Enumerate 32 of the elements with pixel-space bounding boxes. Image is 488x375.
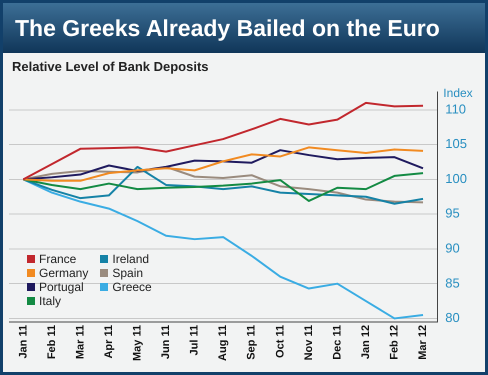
x-tick-label: Apr 11 — [102, 324, 115, 359]
x-tick-label: Aug 11 — [217, 324, 230, 361]
y-tick-label: 80 — [445, 310, 460, 326]
x-tick-label: Nov 11 — [302, 324, 315, 360]
x-tick-label: Jan 11 — [17, 324, 30, 359]
x-tick-label: Jun 11 — [160, 324, 172, 360]
y-tick-label: 85 — [445, 275, 460, 290]
legend-label: Greece — [112, 280, 152, 294]
chart-title: The Greeks Already Bailed on the Euro — [3, 3, 485, 53]
x-tick-label: Dec 11 — [331, 324, 344, 360]
y-tick-label: 110 — [445, 101, 466, 116]
y-tick-label: 105 — [445, 136, 468, 152]
x-tick-label: Mar 12 — [417, 324, 430, 360]
x-tick-label: May 11 — [132, 324, 144, 362]
legend-label: Portugal — [39, 280, 84, 294]
y-axis-title: Index — [443, 86, 473, 100]
y-tick-label: 100 — [445, 170, 468, 186]
x-tick-label: Sep 11 — [246, 324, 258, 360]
chart-subtitle: Relative Level of Bank Deposits — [11, 58, 210, 76]
x-tick-label: Mar 11 — [74, 324, 86, 360]
legend-label: France — [39, 252, 76, 266]
legend-label: Spain — [112, 266, 144, 280]
legend-label: Ireland — [112, 252, 150, 266]
x-tick-label: Feb 11 — [46, 324, 58, 360]
x-tick-label: Jan 12 — [360, 324, 372, 360]
y-tick-label: 90 — [445, 240, 460, 256]
y-tick-label: 95 — [445, 206, 460, 221]
x-tick-label: Jul 11 — [188, 324, 201, 356]
legend-label: Italy — [39, 294, 62, 308]
x-tick-label: Feb 12 — [388, 324, 401, 360]
x-tick-label: Oct 11 — [274, 324, 286, 358]
legend-label: Germany — [39, 266, 88, 280]
